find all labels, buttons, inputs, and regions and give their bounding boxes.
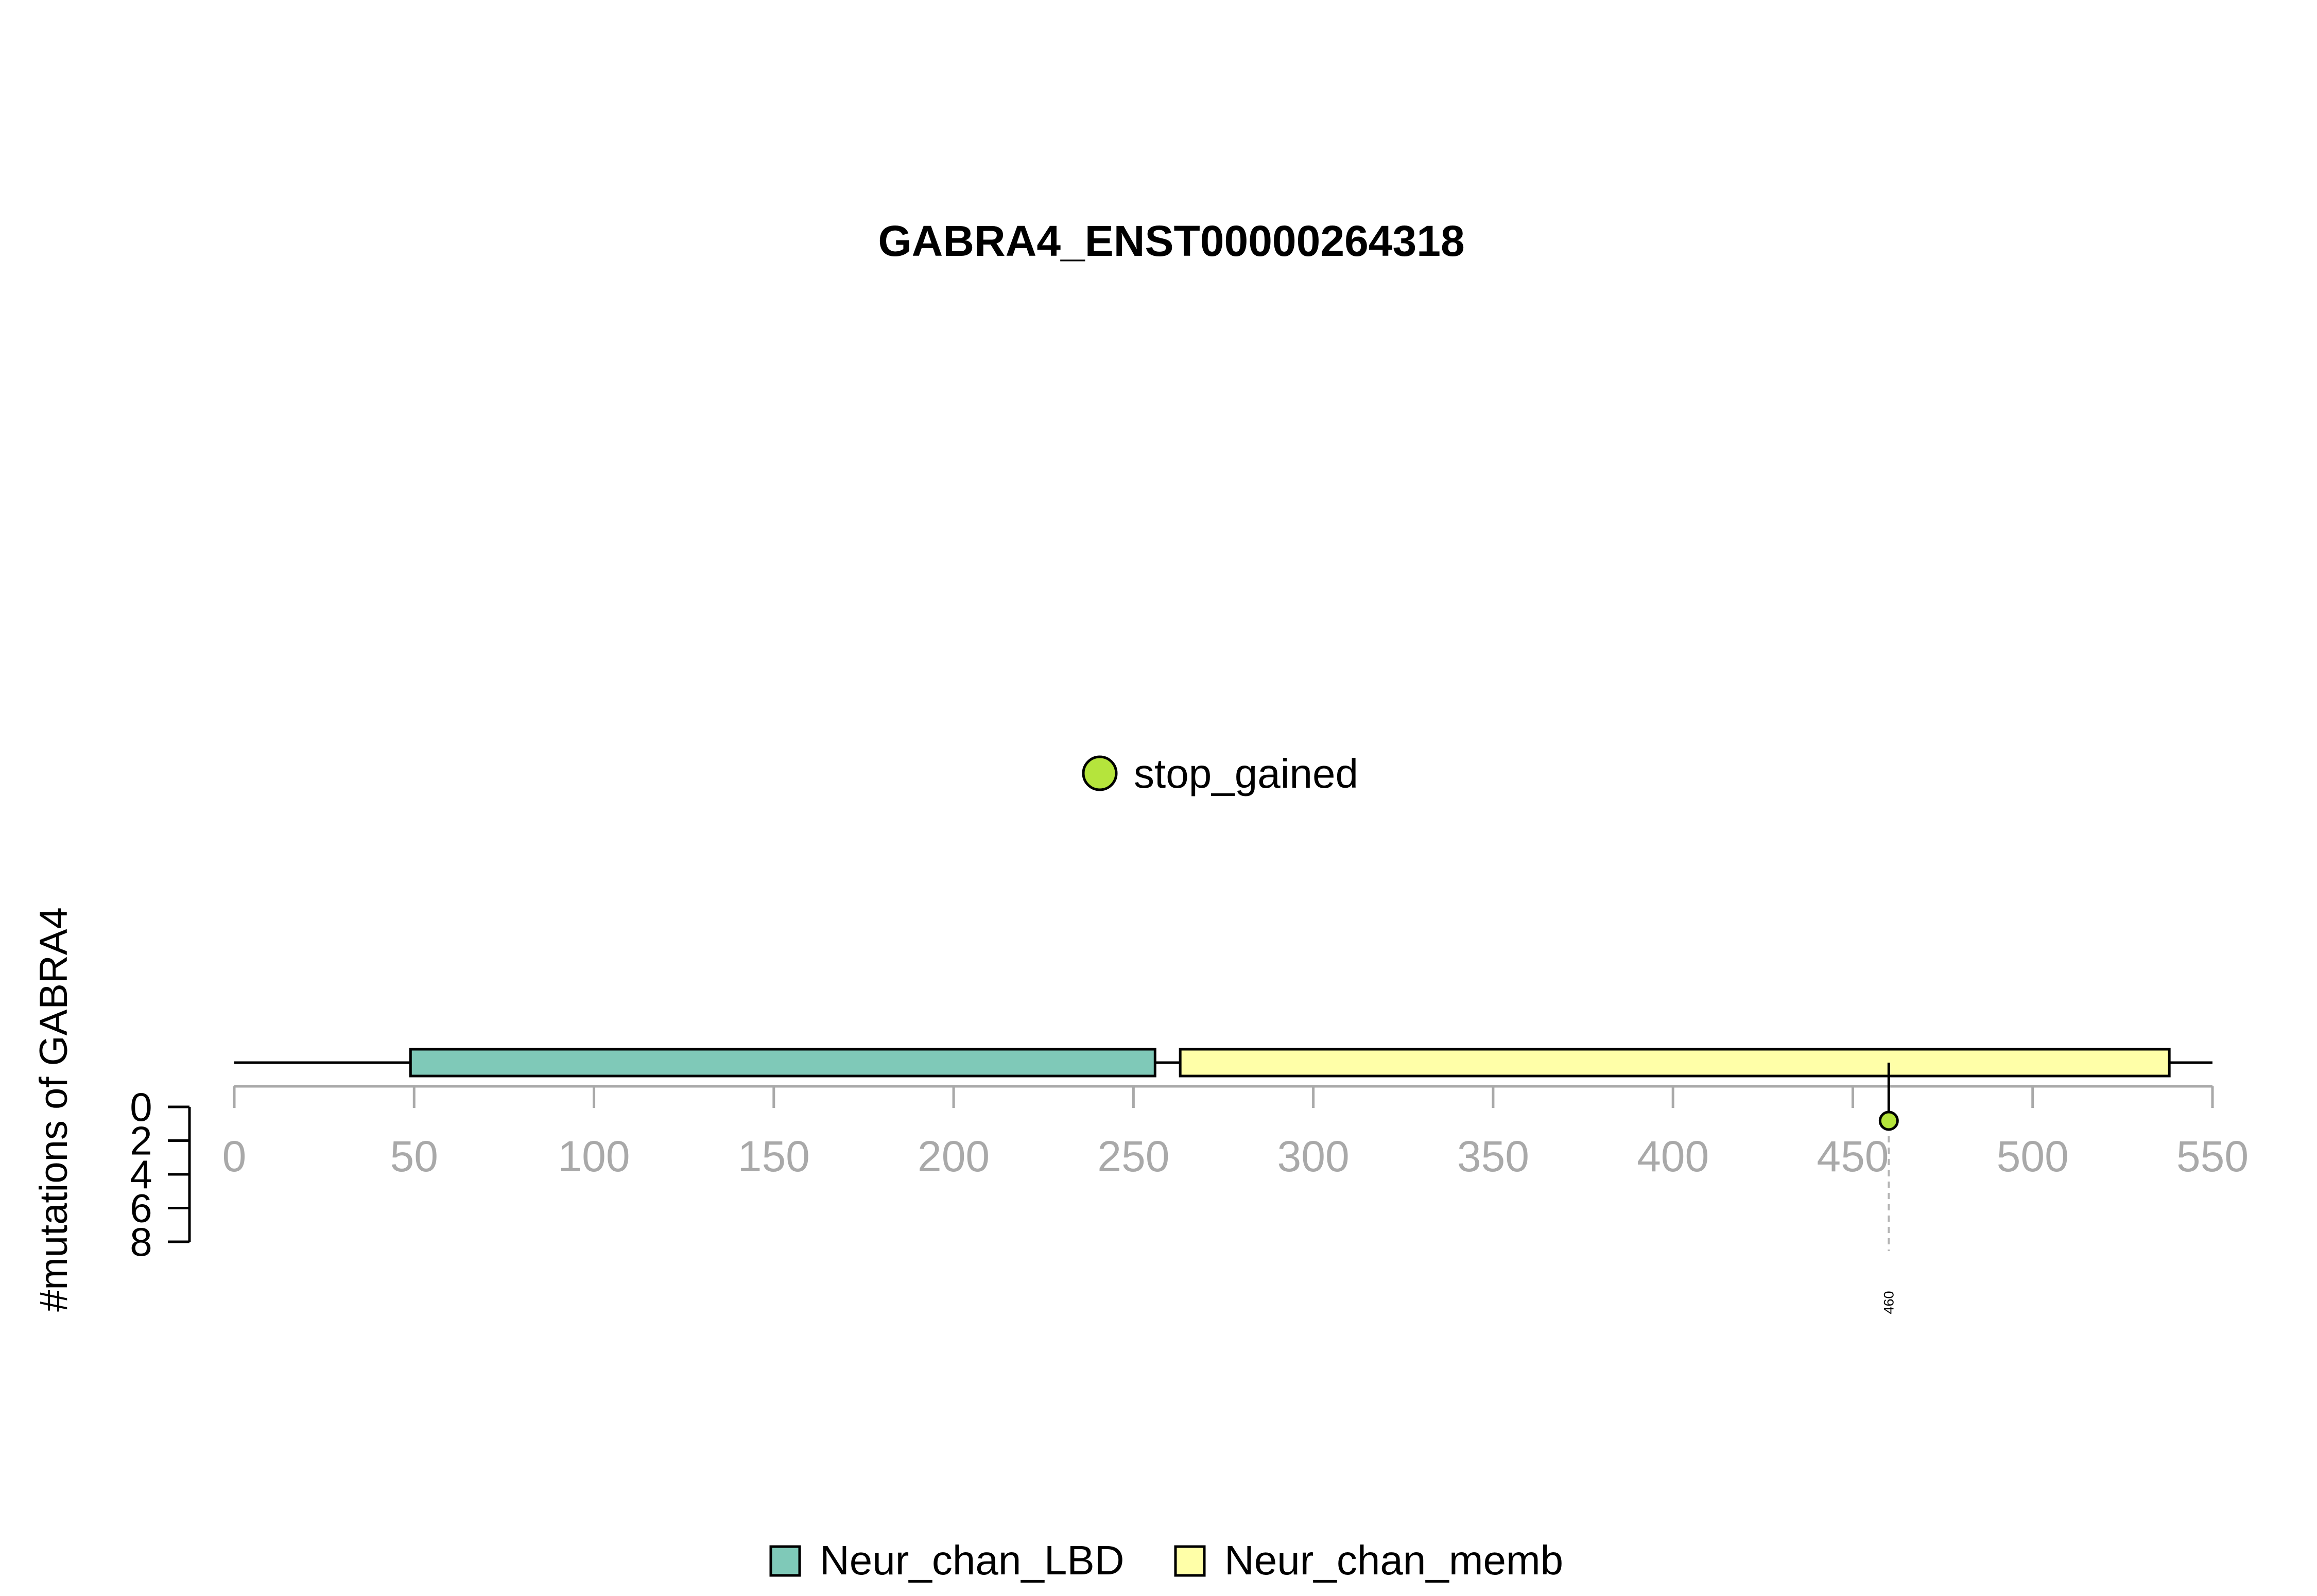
domain-legend: Neur_chan_LBD Neur_chan_memb — [769, 1537, 1563, 1583]
legend-label-neur-chan-lbd: Neur_chan_LBD — [820, 1537, 1124, 1583]
legend-label-neur-chan-memb: Neur_chan_memb — [1224, 1537, 1563, 1583]
domain-neur-chan-memb — [1179, 1048, 2171, 1078]
x-tick-label: 450 — [1817, 1132, 1889, 1181]
legend-marker-stop-gained — [1082, 755, 1118, 791]
mutation-point — [1878, 1111, 1899, 1131]
x-tick-label: 350 — [1457, 1132, 1529, 1181]
domain-neur-chan-lbd — [409, 1048, 1156, 1078]
x-tick-label: 400 — [1637, 1132, 1709, 1181]
y-tick-label: 0 — [130, 1084, 152, 1130]
x-tick-label: 150 — [738, 1132, 810, 1181]
x-tick-label: 200 — [918, 1132, 990, 1181]
y-tick-label: 6 — [130, 1186, 152, 1231]
mutation-position-label: 460 — [1881, 1291, 1896, 1314]
chart-title: GABRA4_ENST00000264318 — [878, 217, 1464, 265]
legend-swatch-neur-chan-lbd — [769, 1545, 801, 1577]
y-tick-label: 4 — [130, 1152, 152, 1197]
y-tick-label: 8 — [130, 1219, 152, 1264]
mutation-type-legend: stop_gained — [1082, 751, 1358, 796]
legend-label-stop-gained: stop_gained — [1134, 751, 1358, 796]
x-tick-label: 300 — [1277, 1132, 1350, 1181]
legend-swatch-neur-chan-memb — [1174, 1545, 1206, 1577]
x-tick-label: 250 — [1097, 1132, 1169, 1181]
y-tick-label: 2 — [130, 1118, 152, 1164]
x-tick-label: 500 — [1997, 1132, 2069, 1181]
x-tick-label: 550 — [2176, 1132, 2249, 1181]
y-axis-label: #mutations of GABRA4 — [32, 907, 76, 1312]
plot-area: 0 50 100 150 200 250 300 350 400 450 500 5500246846… — [130, 1048, 2249, 1314]
x-tick-label: 0 — [222, 1132, 247, 1181]
x-tick-label: 50 — [390, 1132, 438, 1181]
x-tick-label: 100 — [558, 1132, 630, 1181]
